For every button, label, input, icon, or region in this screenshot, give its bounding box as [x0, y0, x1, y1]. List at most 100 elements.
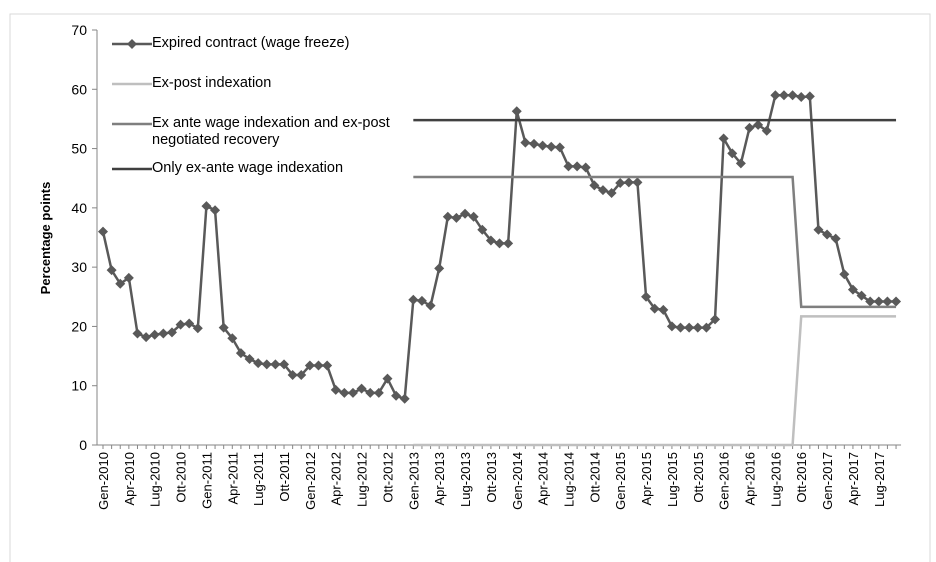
x-tick-label: Lug-2014 — [561, 452, 576, 507]
y-tick-label: 10 — [71, 378, 87, 394]
x-tick-label: Gen-2014 — [510, 452, 525, 510]
data-point — [296, 370, 307, 381]
data-point — [632, 177, 643, 188]
data-point — [416, 295, 427, 306]
data-point — [641, 291, 652, 302]
data-point — [529, 138, 539, 149]
data-point — [537, 140, 548, 151]
data-point — [468, 211, 479, 222]
y-tick-label: 50 — [71, 141, 87, 157]
legend-label: Expired contract (wage freeze) — [152, 35, 350, 51]
x-tick-label: Ott-2013 — [484, 452, 499, 503]
x-tick-label: Lug-2015 — [665, 452, 680, 507]
x-tick-label: Apr-2010 — [122, 452, 137, 505]
legend-swatch — [112, 39, 152, 49]
data-point — [330, 384, 341, 395]
x-tick-label: Lug-2016 — [768, 452, 783, 507]
x-tick-label: Lug-2010 — [148, 452, 163, 507]
data-point — [425, 300, 436, 311]
x-tick-label: Gen-2010 — [96, 452, 111, 510]
data-point — [666, 321, 677, 332]
data-point — [365, 387, 376, 398]
data-point — [649, 303, 660, 314]
data-point — [796, 91, 807, 102]
data-point — [847, 284, 858, 295]
x-tick-label: Ott-2010 — [174, 452, 189, 503]
legend-item: Ex ante wage indexation and ex-post nego… — [112, 115, 392, 149]
x-tick-label: Gen-2012 — [303, 452, 318, 510]
data-point — [115, 278, 126, 289]
y-axis-label: Percentage points — [38, 182, 53, 295]
legend-item: Expired contract (wage freeze) — [112, 35, 392, 52]
x-tick-label: Gen-2013 — [406, 452, 421, 510]
data-point — [287, 370, 298, 381]
data-point — [270, 359, 281, 370]
data-point — [830, 233, 841, 244]
data-point — [106, 265, 117, 276]
x-tick-label: Apr-2016 — [743, 452, 758, 505]
data-point — [494, 238, 505, 249]
data-point — [339, 387, 350, 398]
data-point — [141, 332, 152, 343]
x-tick-label: Ott-2014 — [587, 452, 602, 503]
data-point — [580, 162, 591, 173]
data-point — [356, 383, 367, 394]
data-point — [804, 91, 815, 102]
data-point — [891, 296, 902, 307]
x-tick-label: Lug-2011 — [251, 452, 266, 506]
data-point — [391, 390, 402, 401]
data-point — [503, 238, 514, 249]
data-point — [477, 224, 488, 235]
legend-marker — [127, 39, 137, 49]
y-tick-label: 70 — [71, 22, 87, 38]
data-point — [192, 323, 203, 334]
data-point — [201, 201, 212, 212]
legend-label: Ex-post indexation — [152, 75, 272, 91]
data-point — [735, 158, 746, 169]
data-point — [399, 393, 410, 404]
data-point — [623, 177, 634, 188]
x-tick-label: Lug-2017 — [872, 452, 887, 507]
data-point — [675, 322, 686, 333]
data-point — [244, 354, 255, 365]
legend-label: Ex ante wage indexation and ex-post nego… — [152, 115, 390, 148]
data-point — [485, 235, 496, 246]
data-point — [520, 137, 531, 148]
x-tick-label: Apr-2014 — [536, 452, 551, 505]
data-point — [744, 122, 755, 133]
data-point — [770, 90, 781, 101]
data-point — [658, 304, 669, 315]
data-point — [727, 148, 738, 159]
data-point — [554, 142, 565, 153]
x-tick-label: Apr-2012 — [329, 452, 344, 505]
legend-item: Ex-post indexation — [112, 75, 392, 92]
data-point — [347, 387, 358, 398]
data-point — [589, 180, 600, 191]
data-point — [279, 359, 290, 370]
data-point — [684, 322, 695, 333]
legend-swatch — [112, 82, 152, 86]
legend-label: Only ex-ante wage indexation — [152, 160, 344, 176]
series-line — [413, 175, 897, 309]
data-point — [873, 296, 884, 307]
data-point — [253, 358, 264, 369]
data-point — [175, 319, 186, 330]
data-point — [408, 294, 419, 305]
x-tick-label: Gen-2017 — [820, 452, 835, 510]
data-point — [460, 208, 471, 219]
data-point — [597, 185, 608, 196]
x-tick-label: Lug-2012 — [355, 452, 370, 507]
data-point — [572, 161, 583, 172]
data-point — [123, 272, 134, 283]
chart-border — [9, 13, 931, 562]
data-point — [304, 360, 315, 371]
x-tick-label: Apr-2015 — [639, 452, 654, 505]
x-tick-label: Apr-2017 — [846, 452, 861, 505]
data-point — [822, 229, 833, 240]
x-tick-label: Apr-2011 — [225, 452, 240, 505]
y-tick-label: 30 — [71, 259, 87, 275]
data-point — [442, 211, 453, 222]
x-tick-label: Gen-2011 — [199, 452, 214, 509]
